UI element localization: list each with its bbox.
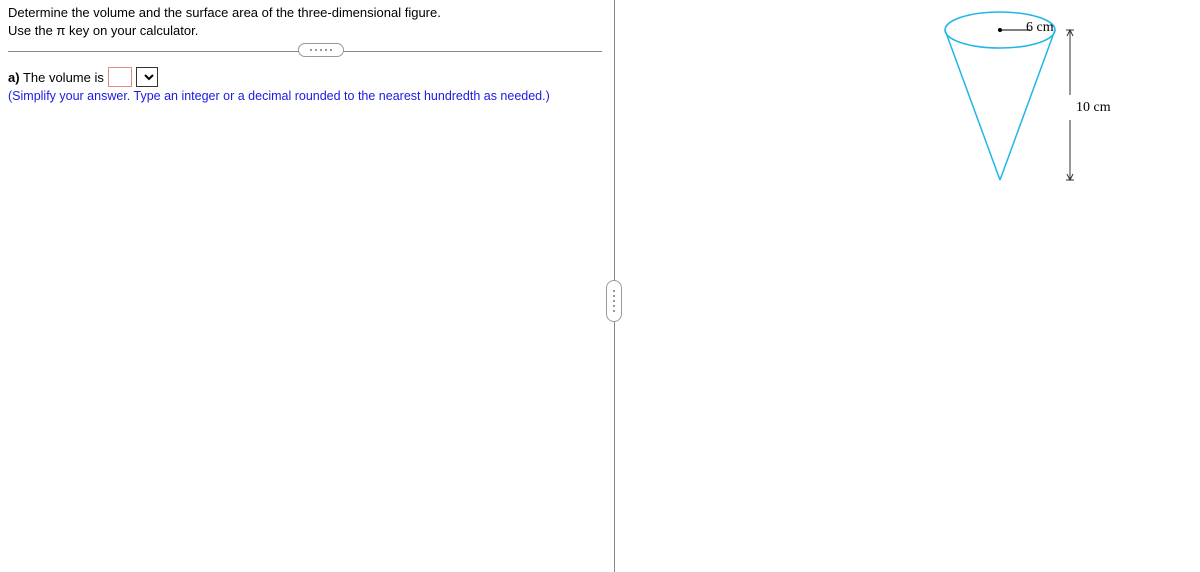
volume-input[interactable] xyxy=(108,67,132,87)
horizontal-drag-handle[interactable] xyxy=(298,43,344,57)
part-a-label: a) The volume is xyxy=(8,70,104,85)
answer-hint: (Simplify your answer. Type an integer o… xyxy=(8,89,602,103)
volume-unit-select[interactable] xyxy=(136,67,158,87)
height-label: 10 cm xyxy=(1076,100,1111,116)
question-line-1: Determine the volume and the surface are… xyxy=(8,4,602,22)
question-line-2: Use the π key on your calculator. xyxy=(8,22,602,40)
cone-figure: 6 cm 10 cm xyxy=(920,0,1180,200)
horizontal-divider xyxy=(8,43,602,59)
radius-label: 6 cm xyxy=(1026,20,1054,36)
